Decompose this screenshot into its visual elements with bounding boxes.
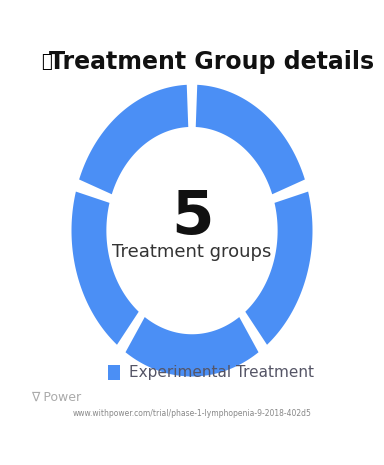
Polygon shape bbox=[196, 85, 305, 194]
Text: 5: 5 bbox=[171, 188, 213, 246]
Text: Treatment Group details: Treatment Group details bbox=[49, 50, 374, 73]
Text: www.withpower.com/trial/phase-1-lymphopenia-9-2018-402d5: www.withpower.com/trial/phase-1-lymphope… bbox=[73, 409, 311, 418]
FancyBboxPatch shape bbox=[108, 365, 119, 380]
Polygon shape bbox=[71, 192, 139, 345]
Text: 👥: 👥 bbox=[41, 53, 51, 71]
Polygon shape bbox=[126, 317, 258, 377]
Text: Treatment groups: Treatment groups bbox=[112, 243, 272, 261]
Polygon shape bbox=[245, 192, 313, 345]
Text: ∇ Power: ∇ Power bbox=[31, 390, 81, 403]
Polygon shape bbox=[79, 85, 188, 194]
Text: Experimental Treatment: Experimental Treatment bbox=[129, 365, 314, 380]
